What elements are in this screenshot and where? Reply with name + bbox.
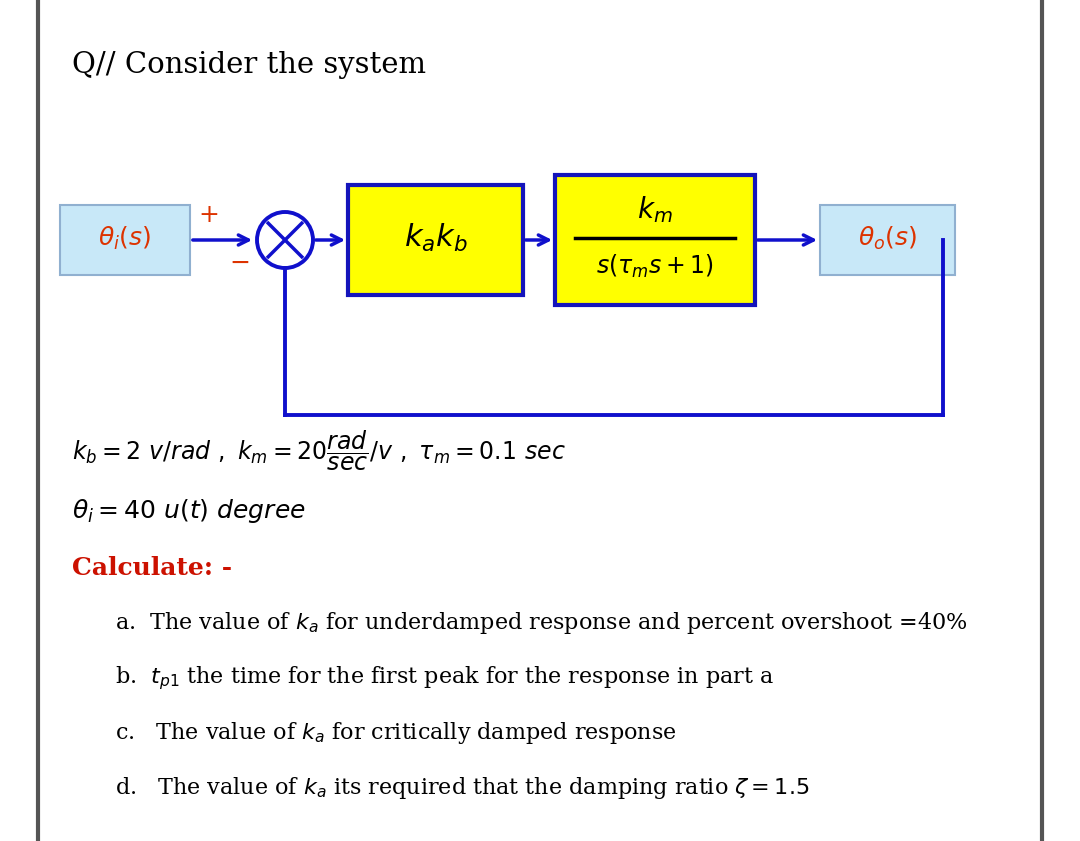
Text: $\theta_i = 40\ u(t)\ degree$: $\theta_i = 40\ u(t)\ degree$ [72, 497, 306, 525]
FancyBboxPatch shape [60, 205, 190, 275]
Text: Calculate: -: Calculate: - [72, 556, 232, 580]
Text: b.  $t_{p1}$ the time for the first peak for the response in part a: b. $t_{p1}$ the time for the first peak … [114, 664, 774, 692]
Text: $\theta_i(s)$: $\theta_i(s)$ [98, 225, 151, 251]
Text: $k_m$: $k_m$ [637, 194, 673, 225]
Text: $k_b = 2\ v/rad\ ,\ k_m = 20\dfrac{rad}{sec}/v\ ,\ \tau_m = 0.1\ sec$: $k_b = 2\ v/rad\ ,\ k_m = 20\dfrac{rad}{… [72, 429, 566, 473]
FancyBboxPatch shape [820, 205, 955, 275]
Text: $-$: $-$ [229, 250, 249, 274]
Text: $\theta_o(s)$: $\theta_o(s)$ [858, 225, 917, 251]
FancyBboxPatch shape [555, 175, 755, 305]
FancyBboxPatch shape [348, 185, 523, 295]
Text: Q// Consider the system: Q// Consider the system [72, 51, 426, 79]
Text: c.   The value of $\boldsymbol{k_a}$ for critically damped response: c. The value of $\boldsymbol{k_a}$ for c… [114, 720, 677, 746]
Text: $s(\tau_m s + 1)$: $s(\tau_m s + 1)$ [596, 252, 714, 279]
Text: $+$: $+$ [198, 204, 218, 226]
Text: $k_ak_b$: $k_ak_b$ [404, 222, 468, 254]
Text: d.   The value of $\boldsymbol{k_a}$ its required that the damping ratio $\zeta : d. The value of $\boldsymbol{k_a}$ its r… [114, 775, 809, 801]
Text: a.  The value of $\boldsymbol{k_a}$ for underdamped response and percent oversho: a. The value of $\boldsymbol{k_a}$ for u… [114, 610, 968, 636]
